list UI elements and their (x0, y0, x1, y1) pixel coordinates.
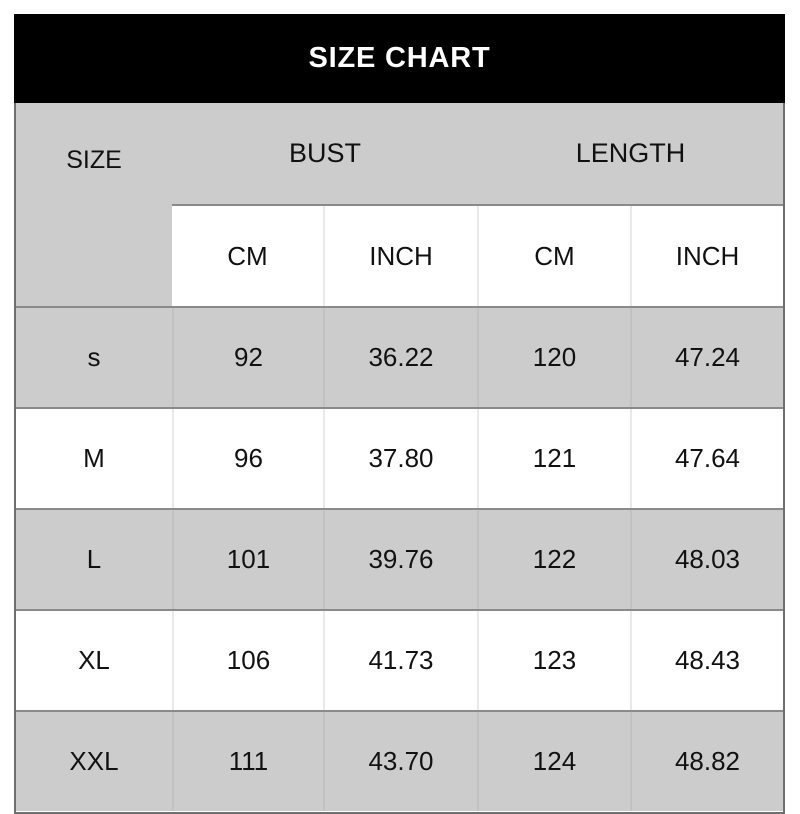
cell-size: M (83, 443, 105, 473)
size-chart-table: SIZE BUST LENGTH CM INCH (14, 14, 785, 814)
cell-bust-inch: 37.80 (323, 409, 477, 508)
table-body: s 92 36.22 120 47.24 M 96 37.80 121 47.6… (16, 306, 783, 811)
title-bar: SIZE CHART (14, 14, 785, 103)
header-size-label: SIZE (66, 146, 122, 174)
header-unit-row: CM INCH CM INCH (172, 204, 783, 306)
cell-length-cm: 124 (477, 712, 630, 811)
cell-bust-inch: 43.70 (323, 712, 477, 811)
header-unit-bust-cm-label: CM (227, 240, 268, 271)
cell-bust-inch: 39.76 (323, 510, 477, 609)
cell-bust-cm: 96 (172, 409, 323, 508)
cell-length-inch: 48.03 (630, 510, 783, 609)
cell-bust-cm: 106 (172, 611, 323, 710)
cell-length-cm: 123 (477, 611, 630, 710)
page-title: SIZE CHART (308, 42, 491, 74)
cell-bust-inch: 41.73 (323, 611, 477, 710)
header-unit-bust-inch: INCH (323, 206, 477, 306)
table-row: M 96 37.80 121 47.64 (16, 407, 783, 508)
table-row: XXL 111 43.70 124 48.82 (16, 710, 783, 811)
header-unit-length-inch: INCH (630, 206, 783, 306)
cell-bust-cm: 111 (172, 712, 323, 811)
cell-size: XL (78, 645, 110, 675)
header-unit-length-inch-label: INCH (675, 240, 740, 271)
cell-size: s (87, 342, 101, 372)
cell-length-cm: 120 (477, 308, 630, 407)
cell-length-cm: 122 (477, 510, 630, 609)
cell-length-inch: 47.64 (630, 409, 783, 508)
header-group-bust-label: BUST (288, 138, 361, 168)
size-chart-grid: SIZE BUST LENGTH CM INCH (16, 103, 783, 812)
table-header: SIZE BUST LENGTH CM INCH (16, 103, 783, 306)
header-group-row: BUST LENGTH (172, 103, 783, 204)
header-unit-bust-inch-label: INCH (369, 240, 433, 271)
header-unit-bust-cm: CM (172, 206, 323, 306)
cell-size: XXL (69, 746, 119, 776)
cell-size: L (86, 544, 102, 574)
cell-length-inch: 47.24 (630, 308, 783, 407)
header-unit-length-cm: CM (477, 206, 630, 306)
header-unit-length-cm-label: CM (534, 240, 575, 271)
header-group-length: LENGTH (478, 103, 783, 204)
table-row: s 92 36.22 120 47.24 (16, 306, 783, 407)
cell-bust-cm: 92 (172, 308, 323, 407)
table-row: L 101 39.76 122 48.03 (16, 508, 783, 609)
header-group-length-label: LENGTH (575, 138, 686, 168)
cell-length-inch: 48.43 (630, 611, 783, 710)
cell-length-inch: 48.82 (630, 712, 783, 811)
table-row: XL 106 41.73 123 48.43 (16, 609, 783, 710)
cell-length-cm: 121 (477, 409, 630, 508)
cell-bust-inch: 36.22 (323, 308, 477, 407)
header-group-bust: BUST (172, 103, 478, 204)
cell-bust-cm: 101 (172, 510, 323, 609)
header-cell-size: SIZE (16, 103, 172, 306)
